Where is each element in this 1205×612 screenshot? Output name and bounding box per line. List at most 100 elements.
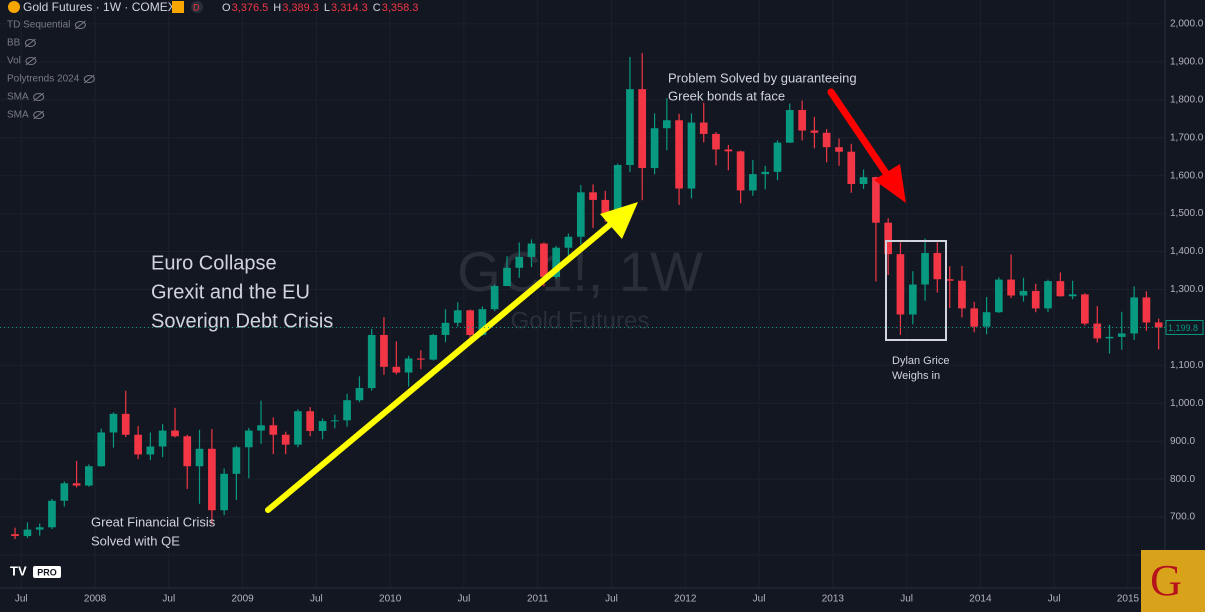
candle-body: [995, 279, 1003, 313]
candle-body: [749, 174, 757, 191]
candle-body: [392, 366, 401, 373]
last-price-label: 1,199.8: [1168, 323, 1198, 333]
ohlc-value: 3,376.5: [232, 2, 269, 14]
candle-body: [958, 280, 966, 309]
visibility-toggle[interactable]: [74, 21, 86, 29]
y-tick-label: 2,000.0: [1170, 19, 1204, 30]
candle-body: [453, 310, 462, 323]
x-tick-label: 2011: [527, 594, 549, 605]
arrow-shaft: [265, 220, 615, 513]
annotation-line: Grexit and the EU: [151, 281, 310, 303]
candle-body: [503, 267, 511, 287]
y-tick-label: 1,300.0: [1170, 284, 1204, 295]
annotation-gfc: Great Financial Crisis Solved with QE: [91, 514, 216, 548]
x-tick-label: 2009: [231, 594, 254, 605]
badge[interactable]: [191, 1, 203, 13]
candle-body: [1154, 322, 1163, 328]
y-tick-label: 1,700.0: [1170, 132, 1204, 143]
candle-body: [109, 413, 118, 433]
candle-body: [1031, 290, 1040, 309]
candle-body: [798, 110, 806, 131]
indicator-label[interactable]: SMA: [7, 92, 29, 103]
visibility-slash[interactable]: [83, 74, 95, 84]
ohlc-value: 3,314.3: [331, 2, 368, 14]
candle-body: [490, 286, 499, 310]
pro-label: PRO: [37, 567, 57, 577]
y-tick-label: 1,900.0: [1170, 56, 1204, 67]
candle-body: [785, 110, 794, 143]
candle-body: [736, 151, 745, 191]
annotation-line: Euro Collapse: [151, 252, 277, 274]
candle-body: [761, 171, 770, 175]
x-tick-label: Jul: [458, 594, 471, 605]
candle-body: [835, 147, 843, 152]
badge-label[interactable]: D: [193, 2, 200, 12]
candle-body: [244, 430, 253, 448]
visibility-toggle[interactable]: [33, 93, 45, 101]
visibility-toggle[interactable]: [24, 39, 36, 47]
candle-body: [121, 413, 130, 435]
symbol-icon[interactable]: [8, 1, 20, 13]
candle-body: [195, 448, 204, 467]
time-axis: Jul 2008 Jul 2009 Jul 2010 Jul 2011 Jul 2012 Jul 20…: [15, 594, 1140, 605]
ohlc-key: C: [373, 2, 381, 14]
candle-body: [183, 436, 192, 467]
visibility-slash[interactable]: [33, 92, 44, 102]
ohlc-value: 3,358.3: [382, 2, 419, 14]
candle-body: [699, 122, 708, 134]
visibility-toggle[interactable]: [25, 57, 37, 65]
corner-logo-bg: [1141, 550, 1205, 612]
tv-logo: TV PRO: [10, 563, 61, 578]
candle-body: [158, 430, 167, 447]
visibility-toggle[interactable]: [33, 111, 45, 119]
indicator-label[interactable]: SMA: [7, 110, 29, 121]
x-tick-label: 2015: [1117, 594, 1140, 605]
candle-body: [1081, 294, 1089, 324]
indicator-label[interactable]: TD Sequential: [7, 20, 70, 31]
candle-body: [576, 192, 585, 237]
visibility-slash[interactable]: [33, 110, 44, 120]
ohlc-key: L: [324, 2, 330, 14]
candle-body: [72, 483, 81, 486]
indicator-list: TD Sequential BB Vol Polytrends 2024 SMA SMA: [7, 20, 95, 121]
candle-body: [1044, 281, 1052, 309]
candle-body: [1068, 294, 1077, 297]
red-arrow: [827, 88, 906, 203]
candle-body: [1093, 323, 1102, 339]
candle-body: [1142, 297, 1151, 323]
candle-body: [945, 279, 954, 281]
annotation-solved: Problem Solved by guaranteeing Greek bon…: [668, 70, 857, 103]
header: Gold Futures · 1W · COMEX D O 3,376.5 H 3,3…: [8, 0, 418, 14]
indicator-label[interactable]: Polytrends 2024: [7, 74, 80, 85]
candle-body: [208, 448, 216, 511]
candle-body: [712, 133, 720, 150]
candle-body: [773, 142, 782, 172]
candle-body: [687, 122, 696, 189]
indicator-label[interactable]: Vol: [7, 56, 21, 67]
arrow-head: [600, 202, 638, 239]
candle-body: [48, 500, 56, 528]
annotation-line: Dylan Grice: [892, 355, 949, 367]
visibility-toggle[interactable]: [83, 75, 95, 83]
annotation-grice: Dylan Grice Weighs in: [892, 355, 949, 382]
visibility-slash[interactable]: [25, 56, 37, 66]
candle-body: [330, 420, 339, 422]
visibility-slash[interactable]: [75, 20, 86, 30]
candle-body: [232, 447, 241, 474]
candle-body: [466, 310, 474, 335]
highlight-box: [885, 240, 947, 341]
indicator-label[interactable]: BB: [7, 38, 21, 49]
yellow-arrow: [265, 202, 638, 513]
candle-body: [294, 411, 302, 445]
flag-icon[interactable]: [172, 1, 184, 13]
candles: [11, 53, 1163, 540]
y-tick-label: 800.0: [1170, 474, 1195, 485]
y-tick-label: 1,800.0: [1170, 94, 1204, 105]
candle-body: [429, 334, 438, 360]
candle-body: [84, 466, 93, 486]
candle-body: [367, 334, 376, 389]
symbol-title[interactable]: Gold Futures · 1W · COMEX: [23, 0, 176, 14]
last-price-tag: [1165, 319, 1204, 335]
visibility-slash[interactable]: [25, 38, 36, 48]
candle-body: [1130, 297, 1139, 334]
